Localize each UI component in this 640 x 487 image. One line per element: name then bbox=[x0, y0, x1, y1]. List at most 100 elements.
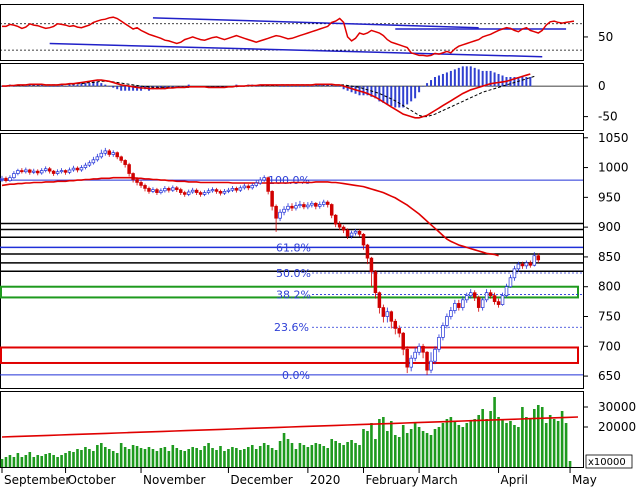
volume-bar bbox=[437, 427, 441, 467]
macd-histogram-bar bbox=[497, 73, 500, 87]
volume-bar bbox=[266, 445, 270, 467]
candle-body bbox=[349, 232, 354, 237]
macd-histogram-bar bbox=[390, 86, 393, 106]
volume-bar bbox=[243, 449, 246, 467]
volume-bar bbox=[131, 445, 135, 467]
volume-bar bbox=[203, 446, 206, 467]
candle-body bbox=[369, 257, 374, 273]
fib-label: 23.6% bbox=[274, 321, 309, 334]
volume-bar bbox=[119, 443, 123, 467]
candle-body bbox=[206, 190, 211, 193]
candle-body bbox=[214, 189, 219, 192]
volume-bar bbox=[445, 419, 449, 467]
volume-bar bbox=[139, 448, 143, 467]
candle-body bbox=[528, 262, 533, 266]
volume-bar bbox=[354, 443, 357, 467]
candle-body bbox=[147, 188, 151, 192]
candle-body bbox=[504, 286, 509, 297]
month-label: 2020 bbox=[310, 473, 341, 487]
candle-body bbox=[79, 167, 84, 171]
volume-bar bbox=[417, 427, 421, 467]
volume-bar bbox=[513, 425, 516, 467]
volume-bar bbox=[231, 447, 234, 467]
volume-bar bbox=[258, 446, 262, 467]
candle-body bbox=[95, 156, 100, 161]
volume-bar bbox=[72, 452, 75, 467]
candle-body bbox=[445, 316, 449, 326]
volume-bar bbox=[64, 453, 67, 467]
volume-bar bbox=[20, 457, 24, 467]
volume-bar bbox=[143, 449, 147, 467]
candle-body bbox=[405, 348, 409, 368]
rsi-tick-label: 50 bbox=[598, 30, 613, 44]
volume-bar bbox=[171, 445, 175, 467]
volume-bar bbox=[227, 449, 230, 467]
volume-bar bbox=[246, 447, 250, 467]
volume-bar bbox=[155, 451, 159, 467]
candle-body bbox=[4, 177, 8, 182]
volume-bar bbox=[568, 461, 572, 467]
month-label: February bbox=[365, 473, 418, 487]
volume-bar bbox=[195, 448, 198, 467]
candle-body bbox=[337, 223, 342, 228]
volume-bar bbox=[16, 453, 20, 467]
volume-bar bbox=[493, 397, 496, 467]
candle-body bbox=[210, 189, 215, 192]
macd-histogram-bar bbox=[294, 86, 297, 87]
candle-body bbox=[246, 185, 251, 189]
candle-body bbox=[0, 177, 4, 180]
candle-body bbox=[282, 208, 286, 213]
volume-bar bbox=[175, 448, 179, 467]
volume-bar bbox=[505, 423, 508, 467]
volume-bar bbox=[282, 433, 286, 467]
candle-body bbox=[242, 185, 247, 189]
candle-body bbox=[47, 168, 52, 172]
candle-body bbox=[441, 325, 445, 338]
candle-body bbox=[472, 292, 477, 298]
macd-histogram-bar bbox=[72, 84, 75, 87]
macd-histogram-bar bbox=[179, 86, 182, 87]
candle-body bbox=[55, 171, 60, 174]
macd-histogram-bar bbox=[378, 86, 381, 102]
candle-body bbox=[484, 292, 489, 301]
price-tick-label: 900 bbox=[598, 220, 621, 234]
volume-bar bbox=[330, 439, 334, 467]
candle-body bbox=[262, 177, 266, 181]
volume-bar bbox=[270, 448, 274, 467]
volume-bar bbox=[314, 443, 318, 467]
macd-histogram-bar bbox=[76, 84, 79, 87]
volume-bar bbox=[536, 405, 540, 467]
candle-body bbox=[163, 188, 167, 192]
volume-bar bbox=[517, 427, 520, 467]
candle-body bbox=[202, 192, 207, 195]
candle-body bbox=[413, 351, 417, 359]
candle-body bbox=[103, 150, 108, 154]
volume-bar bbox=[441, 423, 445, 467]
volume-bar bbox=[96, 445, 99, 467]
macd-histogram-bar bbox=[521, 77, 524, 87]
price-tick-label: 650 bbox=[598, 369, 621, 383]
volume-bar bbox=[358, 445, 361, 467]
macd-histogram-bar bbox=[112, 86, 115, 88]
volume-bar bbox=[564, 423, 568, 467]
volume-bar bbox=[12, 457, 16, 467]
macd-line bbox=[2, 73, 531, 119]
volume-bar bbox=[40, 456, 44, 467]
candle-body bbox=[226, 189, 231, 192]
candle-body bbox=[417, 345, 421, 353]
macd-histogram-bar bbox=[163, 86, 166, 90]
macd-histogram-bar bbox=[342, 86, 345, 90]
macd-histogram-bar bbox=[414, 86, 417, 99]
volume-bar bbox=[235, 448, 238, 467]
volume-bar bbox=[310, 445, 314, 467]
volume-bar bbox=[60, 455, 63, 467]
macd-histogram-bar bbox=[52, 86, 55, 87]
macd-histogram-bar bbox=[60, 84, 63, 87]
candle-body bbox=[341, 226, 346, 231]
macd-histogram-bar bbox=[24, 86, 27, 87]
volume-bar bbox=[262, 443, 266, 467]
volume-bar bbox=[485, 419, 488, 467]
candle-body bbox=[433, 348, 437, 362]
macd-histogram-bar bbox=[422, 86, 425, 87]
